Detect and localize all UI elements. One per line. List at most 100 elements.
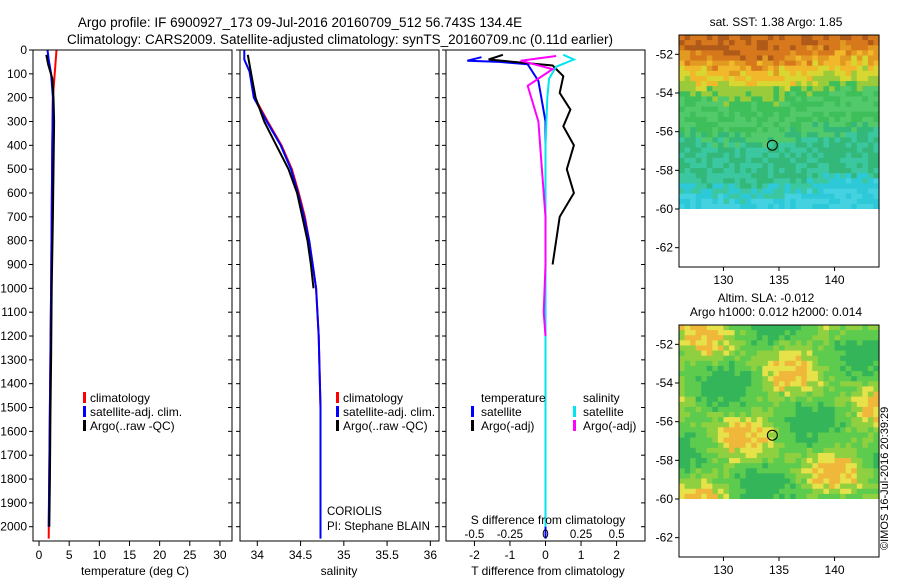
map-cell — [690, 178, 697, 185]
y-tick-label: 1800 — [0, 472, 27, 486]
map-cell — [740, 162, 747, 169]
map-cell — [867, 406, 875, 413]
map-cell — [845, 452, 852, 459]
map-cell — [856, 147, 863, 154]
map-cell — [829, 417, 836, 423]
map-cell — [867, 188, 875, 195]
map-cell — [862, 437, 869, 444]
map-cell — [773, 178, 780, 185]
map-cell — [723, 81, 730, 87]
map-cell — [829, 40, 836, 46]
map-cell — [773, 376, 780, 382]
map-cell — [801, 468, 808, 475]
map-cell — [712, 35, 719, 41]
map-cell — [867, 371, 875, 377]
salinity-axes-frame — [239, 49, 440, 542]
map-cell — [762, 355, 769, 362]
map-cell — [717, 40, 725, 46]
map-cell — [795, 60, 802, 67]
map-cell — [729, 45, 736, 51]
map-cell — [773, 55, 780, 62]
map-cell — [784, 86, 791, 92]
map-cell — [773, 45, 780, 51]
map-cell — [723, 168, 730, 174]
map-cell — [695, 127, 702, 133]
map-cell — [867, 101, 875, 108]
map-cell — [723, 493, 730, 500]
map-cell — [829, 203, 836, 210]
map-cell — [834, 168, 841, 174]
map-cell — [712, 406, 719, 413]
map-cell — [823, 50, 830, 57]
map-cell — [712, 452, 719, 459]
x-tick-label: 10 — [93, 548, 107, 562]
map-cell — [840, 50, 847, 57]
legend-header-temperature: temperature — [481, 391, 546, 405]
map-cell — [684, 168, 691, 174]
map-cell — [801, 345, 808, 352]
map-cell — [790, 183, 797, 190]
map-cell — [801, 96, 808, 103]
map-cell — [712, 147, 719, 154]
map-cell — [701, 116, 708, 123]
map-cell — [679, 452, 686, 459]
map-cell — [812, 417, 819, 423]
map-cell — [701, 122, 708, 128]
map-cell — [740, 437, 747, 444]
map-cell — [751, 340, 758, 347]
map-cell — [867, 45, 875, 51]
map-cell — [862, 452, 869, 459]
map-cell — [784, 488, 791, 495]
map-cell — [851, 127, 858, 133]
map-cell — [812, 396, 819, 403]
map-cell — [695, 432, 702, 439]
map-cell — [812, 493, 819, 500]
map-cell — [767, 86, 775, 92]
map-cell — [784, 371, 791, 377]
map-cell — [790, 325, 797, 331]
map-cell — [790, 483, 797, 490]
map-cell — [756, 432, 763, 439]
map-cell — [862, 81, 869, 87]
map-cell — [812, 447, 819, 454]
map-cell — [829, 35, 836, 41]
map-cell — [773, 168, 780, 174]
map-cell — [712, 345, 719, 352]
map-cell — [834, 127, 841, 133]
map-cell — [867, 473, 875, 480]
depth-ticks: 0100200300400500600700800900100011001200… — [0, 43, 232, 534]
map-cell — [784, 417, 791, 423]
map-cell — [845, 116, 852, 123]
map-cell — [779, 381, 786, 388]
map-cell — [762, 463, 769, 469]
map-cell — [812, 45, 819, 51]
map-cell — [745, 417, 752, 423]
map-cell — [851, 142, 858, 149]
map-cell — [867, 173, 875, 179]
map-cell — [851, 116, 858, 123]
map-cell — [795, 325, 802, 331]
map-cell — [729, 132, 736, 138]
map-cell — [717, 432, 725, 439]
map-cell — [751, 152, 758, 159]
map-cell — [812, 335, 819, 341]
map-cell — [806, 101, 813, 108]
map-cell — [734, 493, 741, 500]
map-cell — [751, 360, 758, 367]
map-cell — [779, 427, 786, 434]
map-cell — [706, 45, 713, 51]
legend-swatch-t-satellite — [471, 406, 474, 417]
map-cell — [723, 147, 730, 154]
map-cell — [734, 365, 741, 372]
map-cell — [762, 468, 769, 475]
map-cell — [745, 116, 752, 123]
map-cell — [773, 152, 780, 159]
map-cell — [712, 203, 719, 210]
map-cell — [834, 360, 841, 367]
map-cell — [779, 401, 786, 408]
map-cell — [706, 157, 713, 164]
map-cell — [679, 330, 686, 336]
map-cell — [723, 198, 730, 205]
map-cell — [690, 55, 697, 62]
map-cell — [723, 101, 730, 108]
